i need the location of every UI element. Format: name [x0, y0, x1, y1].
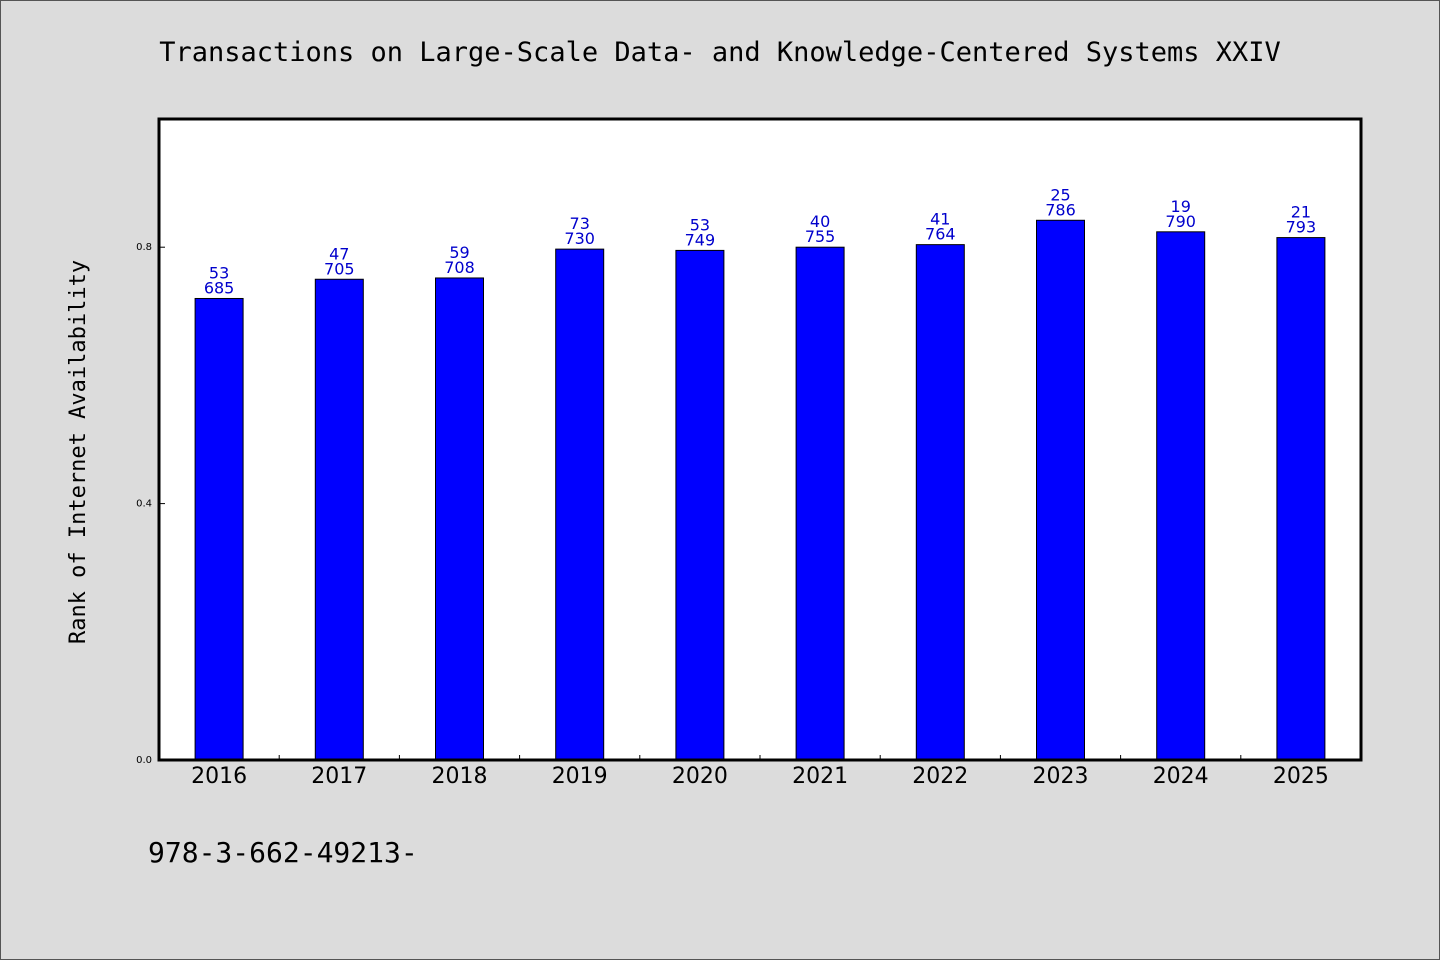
bar-label-bottom: 708	[444, 258, 475, 277]
bar-label-top: 19	[1171, 197, 1191, 216]
bar	[795, 246, 845, 761]
x-tick-label: 2018	[432, 764, 488, 789]
bar-label-top: 53	[209, 263, 229, 282]
bar-label-bottom: 685	[204, 278, 235, 297]
bar	[915, 244, 965, 761]
x-tick-label: 2024	[1153, 764, 1209, 789]
x-tick-label: 2025	[1273, 764, 1329, 789]
bar-label-bottom: 764	[925, 225, 956, 244]
bar-label-top: 40	[810, 212, 830, 231]
bar-label-top: 25	[1050, 185, 1070, 204]
x-tick-label: 2023	[1033, 764, 1089, 789]
bar	[1036, 219, 1085, 761]
bar-label-top: 59	[449, 243, 469, 262]
bar-series: 5368547705597087373053749407554176425786…	[194, 185, 1326, 761]
chart-title: Transactions on Large-Scale Data- and Kn…	[159, 37, 1281, 68]
y-tick-label: 0.8	[136, 242, 152, 253]
bar	[555, 248, 605, 761]
bar-label-bottom: 749	[685, 230, 716, 249]
bar	[194, 297, 244, 761]
bar	[1276, 237, 1326, 761]
bar	[675, 249, 725, 761]
plot-border	[157, 117, 1363, 762]
x-axis: 2016 2017 2018 2019 2020 2021 2022 2023 2024 2025	[191, 755, 1329, 789]
bar	[435, 277, 484, 761]
bar-label-bottom: 786	[1045, 200, 1076, 219]
bar	[1156, 231, 1206, 761]
bar-label-top: 41	[930, 210, 950, 229]
bar-label-top: 53	[690, 215, 710, 234]
x-tick-label: 2017	[311, 764, 367, 789]
x-tick-label: 2022	[912, 764, 968, 789]
x-tick-label: 2016	[191, 764, 247, 789]
bar-label-bottom: 730	[564, 229, 595, 248]
bar-label-bottom: 790	[1165, 212, 1196, 231]
bar-label-top: 73	[570, 214, 590, 233]
bar-label-bottom: 755	[805, 227, 836, 246]
footer-isbn-text: 978-3-662-49213-	[148, 836, 418, 869]
y-axis-label: Rank of Internet Availability	[66, 260, 91, 644]
bar-label-top: 47	[329, 244, 349, 263]
x-tick-label: 2019	[552, 764, 608, 789]
bar	[314, 278, 364, 761]
x-tick-label: 2020	[672, 764, 728, 789]
y-tick-label: 0.0	[136, 755, 152, 766]
y-tick-label: 0.4	[136, 499, 152, 510]
bar-label-top: 21	[1291, 203, 1311, 222]
x-tick-label: 2021	[792, 764, 848, 789]
bar-label-bottom: 793	[1286, 218, 1317, 237]
bar-label-bottom: 705	[324, 259, 355, 278]
